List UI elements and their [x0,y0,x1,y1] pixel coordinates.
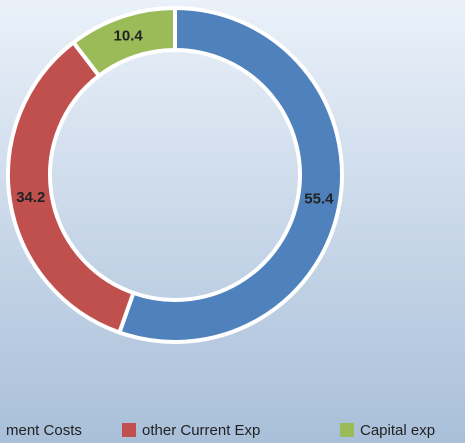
data-label: 55.4 [304,191,334,208]
donut-slice [116,5,344,344]
donut-slice [70,5,177,79]
legend-label: other Current Exp [142,422,260,439]
legend-label: Capital exp [360,422,435,439]
legend-swatch [340,423,354,437]
legend-label: ment Costs [6,422,82,439]
data-label: 34.2 [16,189,45,206]
data-label: 10.4 [114,28,144,45]
legend-swatch [122,423,136,437]
donut-slice [6,39,136,336]
